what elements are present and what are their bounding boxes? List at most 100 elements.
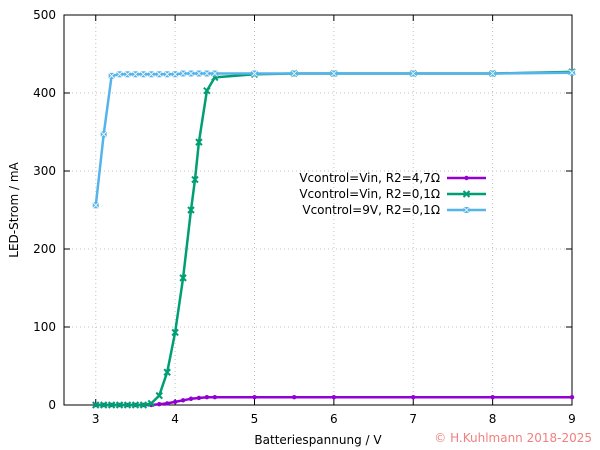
y-tick-label: 0 — [48, 398, 56, 412]
data-point-stroke — [155, 70, 163, 78]
data-point — [203, 70, 211, 77]
data-point-stroke — [132, 70, 139, 78]
data-point — [191, 175, 199, 184]
data-point-stroke — [131, 401, 140, 409]
data-point-stroke — [123, 401, 132, 409]
data-point-stroke — [140, 70, 147, 78]
data-point-stroke — [99, 401, 108, 409]
data-point — [330, 70, 338, 77]
data-point-stroke — [92, 202, 100, 209]
data-point-stroke — [187, 206, 195, 214]
data-point-stroke — [171, 328, 179, 337]
data-point-stroke — [187, 70, 195, 77]
data-point-stroke — [462, 190, 471, 198]
plot-frame — [63, 14, 573, 406]
data-point-stroke — [155, 391, 163, 400]
data-point-stroke — [489, 70, 496, 77]
data-point — [211, 70, 219, 77]
data-point — [291, 395, 297, 400]
data-point — [123, 401, 132, 409]
series-2 — [92, 69, 576, 209]
data-point — [290, 70, 298, 77]
data-point — [92, 401, 100, 409]
data-point — [171, 70, 179, 78]
data-point — [155, 391, 163, 400]
legend-label: Vcontrol=9V, R2=0,1Ω — [302, 203, 440, 217]
data-point — [195, 138, 203, 146]
data-point — [108, 72, 115, 80]
data-point — [252, 395, 257, 400]
data-point-stroke — [330, 70, 338, 77]
data-point-stroke — [139, 401, 148, 409]
x-tick-label: 9 — [568, 412, 576, 426]
x-tick-label: 6 — [330, 412, 338, 426]
data-point-stroke — [203, 70, 211, 77]
data-point — [411, 395, 416, 400]
x-tick-label: 5 — [251, 412, 259, 426]
data-point — [464, 175, 469, 181]
data-point-stroke — [115, 401, 124, 409]
data-point — [179, 70, 187, 77]
data-point-stroke — [179, 274, 187, 282]
data-point — [139, 401, 148, 409]
data-point — [462, 190, 471, 198]
data-point-stroke — [191, 175, 199, 184]
data-point — [140, 70, 147, 78]
data-point — [409, 70, 417, 77]
x-tick-label: 8 — [489, 412, 497, 426]
data-point-stroke — [409, 70, 417, 77]
data-point — [203, 86, 211, 95]
data-point — [124, 70, 131, 78]
data-point-stroke — [116, 70, 123, 78]
data-point — [100, 131, 107, 138]
data-point-stroke — [251, 70, 258, 77]
data-point-stroke — [290, 70, 298, 77]
data-point — [155, 70, 163, 78]
y-tick-label: 400 — [33, 86, 56, 100]
data-point-stroke — [92, 401, 100, 409]
data-point — [331, 395, 337, 400]
data-point-stroke — [124, 70, 131, 78]
y-tick-label: 300 — [33, 164, 56, 178]
data-point — [196, 395, 202, 401]
axis-ticks: 3 4 5 6 7 8 9 0 100 200 300 400 500 — [33, 8, 576, 426]
data-point — [163, 70, 171, 78]
data-point — [212, 395, 218, 400]
data-point — [92, 202, 100, 209]
data-point-stroke — [179, 70, 187, 77]
data-point-stroke — [148, 70, 155, 78]
data-point — [180, 398, 186, 403]
y-tick-label: 200 — [33, 242, 56, 256]
data-point-stroke — [171, 70, 179, 78]
data-point — [187, 206, 195, 214]
data-point — [195, 70, 203, 77]
x-tick-label: 7 — [409, 412, 417, 426]
data-point — [131, 401, 140, 409]
copyright-notice: © H.Kuhlmann 2018-2025 — [434, 431, 592, 445]
data-point-stroke — [211, 70, 219, 77]
y-tick-label: 100 — [33, 320, 56, 334]
data-point — [99, 401, 108, 409]
y-tick-label: 500 — [33, 8, 56, 22]
data-point-stroke — [163, 368, 171, 376]
legend: Vcontrol=Vin, R2=4,7Ω Vcontrol=Vin, R2=0,… — [299, 171, 486, 217]
data-point — [569, 395, 575, 400]
data-point-stroke — [203, 86, 211, 95]
data-point — [251, 70, 258, 77]
data-point-stroke — [463, 206, 470, 214]
data-point — [163, 368, 171, 376]
data-point-stroke — [195, 70, 203, 77]
y-axis-label: LED-Strom / mA — [7, 161, 21, 257]
data-point-stroke — [100, 131, 107, 138]
data-point-stroke — [195, 138, 203, 146]
data-point — [204, 395, 210, 400]
data-point — [172, 399, 178, 405]
data-point-stroke — [568, 69, 576, 77]
data-point-stroke — [108, 72, 115, 80]
series-line — [94, 71, 573, 206]
data-point — [568, 69, 576, 77]
x-tick-label: 3 — [92, 412, 100, 426]
data-point — [116, 70, 123, 78]
